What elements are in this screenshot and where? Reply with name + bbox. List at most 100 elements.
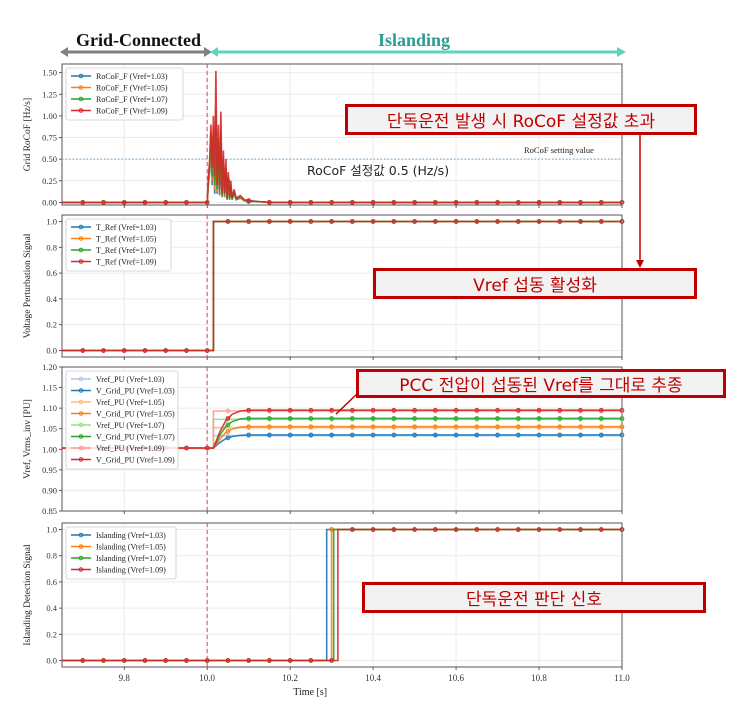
series-marker [578, 424, 583, 429]
series-marker [598, 219, 604, 224]
legend-marker [78, 411, 84, 416]
y-tick-label: 0.6 [46, 268, 57, 278]
x-tick-label: 10.8 [531, 673, 547, 683]
series-marker [163, 200, 169, 205]
series-marker [412, 416, 417, 421]
series-marker [225, 422, 231, 428]
series-marker [267, 416, 272, 421]
series-marker [412, 432, 417, 438]
series-marker [433, 527, 438, 532]
series-marker [287, 200, 293, 205]
legend-label: V_Grid_PU (Vref=1.03) [96, 387, 175, 396]
series-marker [495, 407, 500, 413]
legend-label: Vref_PU (Vref=1.05) [96, 398, 165, 407]
panel-3: 0.85 0.90 0.95 1.00 1.05 1.10 1.15 1.20 Vref, Vr… [22, 362, 625, 516]
series-marker [619, 416, 625, 421]
series-line [62, 220, 622, 352]
y-axis-label: Voltage Perturbation Signal [23, 233, 33, 338]
series-marker [495, 219, 500, 224]
series-marker [80, 200, 86, 205]
series-marker [350, 424, 355, 429]
series-marker [163, 348, 169, 353]
series-marker [433, 424, 438, 429]
legend-label: V_Grid_PU (Vref=1.05) [96, 410, 175, 419]
legend-label: T_Ref (Vref=1.09) [96, 258, 157, 267]
series-marker [619, 527, 625, 532]
series-marker [453, 219, 459, 224]
series-marker [329, 432, 334, 438]
legend-label: RoCoF_F (Vref=1.09) [96, 107, 168, 116]
series-marker [101, 348, 106, 353]
x-tick-label: 10.4 [365, 673, 381, 683]
series-marker [515, 219, 521, 224]
y-tick-label: 1.25 [42, 89, 57, 99]
legend-box [65, 370, 179, 470]
series-marker [391, 407, 397, 413]
series-marker [370, 424, 376, 429]
x-tick-label: 10.2 [282, 673, 298, 683]
y-tick-label: 0.8 [46, 551, 57, 561]
series-marker [515, 407, 521, 413]
series-marker [329, 658, 334, 663]
legend-label: Islanding (Vref=1.09) [96, 566, 166, 575]
series-marker [350, 527, 355, 532]
legend-label: Vref_PU (Vref=1.07) [96, 421, 165, 430]
y-tick-label: 1.0 [46, 216, 57, 226]
series-marker [142, 658, 148, 663]
series-marker [350, 416, 355, 421]
series-marker [453, 527, 459, 532]
y-tick-label: 0.0 [46, 346, 57, 356]
series-marker [287, 424, 293, 429]
series-marker [412, 424, 417, 429]
x-tick-label: 10.0 [199, 673, 215, 683]
series-marker [267, 219, 272, 224]
series-marker [225, 178, 231, 184]
series-marker [391, 432, 397, 438]
series-marker [474, 424, 480, 429]
series-marker [308, 407, 314, 413]
series-marker [453, 424, 459, 429]
series-marker [412, 407, 417, 413]
series-marker [598, 407, 604, 413]
series-marker [308, 424, 314, 429]
legend-label: T_Ref (Vref=1.05) [96, 235, 157, 244]
series-marker [246, 219, 251, 224]
arrowhead-left-icon [60, 47, 68, 57]
series-marker [350, 219, 355, 224]
series-marker [557, 407, 563, 413]
grid-connected-label: Grid-Connected [76, 30, 201, 50]
series-marker [453, 407, 459, 413]
series-marker [433, 200, 438, 205]
rocof-exceed-note: 단독운전 발생 시 RoCoF 설정값 초과 [345, 104, 697, 135]
arrowhead-left-icon [210, 47, 218, 57]
y-tick-label: 0.50 [42, 154, 57, 164]
rocof-setting-en-label: RoCoF setting value [524, 145, 594, 155]
plot-frame [61, 366, 623, 512]
series-marker [308, 658, 314, 663]
series-marker [412, 200, 417, 205]
y-tick-label: 1.05 [42, 424, 57, 434]
series-marker [370, 527, 376, 532]
series-marker [474, 200, 480, 205]
series-marker [598, 432, 604, 438]
series-marker [453, 416, 459, 421]
series-marker [329, 219, 334, 224]
series-marker [370, 200, 376, 205]
series-marker [350, 200, 355, 205]
series-marker [619, 432, 625, 438]
y-tick-label: 0.6 [46, 577, 57, 587]
series-marker [225, 429, 231, 434]
series-marker [474, 527, 480, 532]
series-marker [557, 219, 563, 224]
y-tick-label: 0.95 [42, 465, 57, 475]
series-marker [225, 416, 231, 421]
series-marker [163, 658, 169, 663]
legend-marker [78, 532, 84, 538]
series-marker [287, 219, 293, 224]
series-marker [536, 200, 542, 205]
series-marker [350, 432, 355, 438]
series-marker [515, 424, 521, 429]
series-marker [329, 424, 334, 429]
series-marker [391, 416, 397, 421]
series-marker [308, 432, 314, 438]
